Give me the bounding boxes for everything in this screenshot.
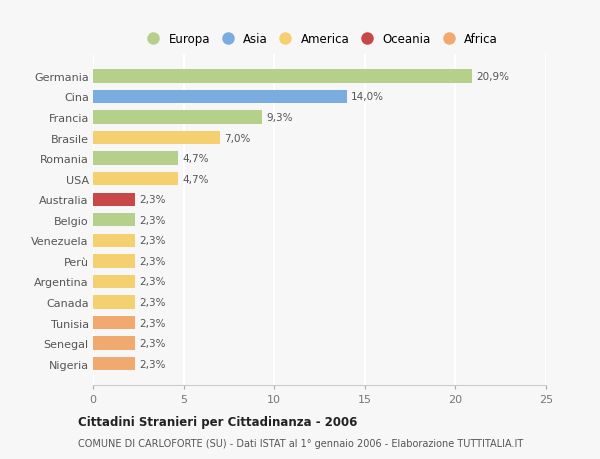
Bar [93, 90, 347, 104]
Bar [93, 234, 134, 247]
Legend: Europa, Asia, America, Oceania, Africa: Europa, Asia, America, Oceania, Africa [137, 28, 502, 50]
Text: COMUNE DI CARLOFORTE (SU) - Dati ISTAT al 1° gennaio 2006 - Elaborazione TUTTITA: COMUNE DI CARLOFORTE (SU) - Dati ISTAT a… [78, 438, 523, 448]
Bar [93, 275, 134, 289]
Text: 9,3%: 9,3% [266, 113, 293, 123]
Bar [93, 111, 262, 124]
Text: 7,0%: 7,0% [224, 133, 251, 143]
Bar [93, 316, 134, 330]
Text: 2,3%: 2,3% [139, 277, 166, 287]
Text: 20,9%: 20,9% [476, 72, 509, 82]
Bar [93, 296, 134, 309]
Bar [93, 132, 220, 145]
Bar [93, 255, 134, 268]
Text: 2,3%: 2,3% [139, 236, 166, 246]
Text: 4,7%: 4,7% [182, 154, 209, 164]
Text: 2,3%: 2,3% [139, 297, 166, 308]
Bar [93, 213, 134, 227]
Text: 2,3%: 2,3% [139, 215, 166, 225]
Text: 2,3%: 2,3% [139, 359, 166, 369]
Text: 2,3%: 2,3% [139, 318, 166, 328]
Text: Cittadini Stranieri per Cittadinanza - 2006: Cittadini Stranieri per Cittadinanza - 2… [78, 415, 358, 428]
Bar [93, 70, 472, 84]
Bar [93, 193, 134, 207]
Bar [93, 337, 134, 350]
Bar [93, 173, 178, 186]
Bar [93, 357, 134, 370]
Text: 4,7%: 4,7% [182, 174, 209, 185]
Bar [93, 152, 178, 165]
Text: 14,0%: 14,0% [351, 92, 384, 102]
Text: 2,3%: 2,3% [139, 338, 166, 348]
Text: 2,3%: 2,3% [139, 256, 166, 266]
Text: 2,3%: 2,3% [139, 195, 166, 205]
